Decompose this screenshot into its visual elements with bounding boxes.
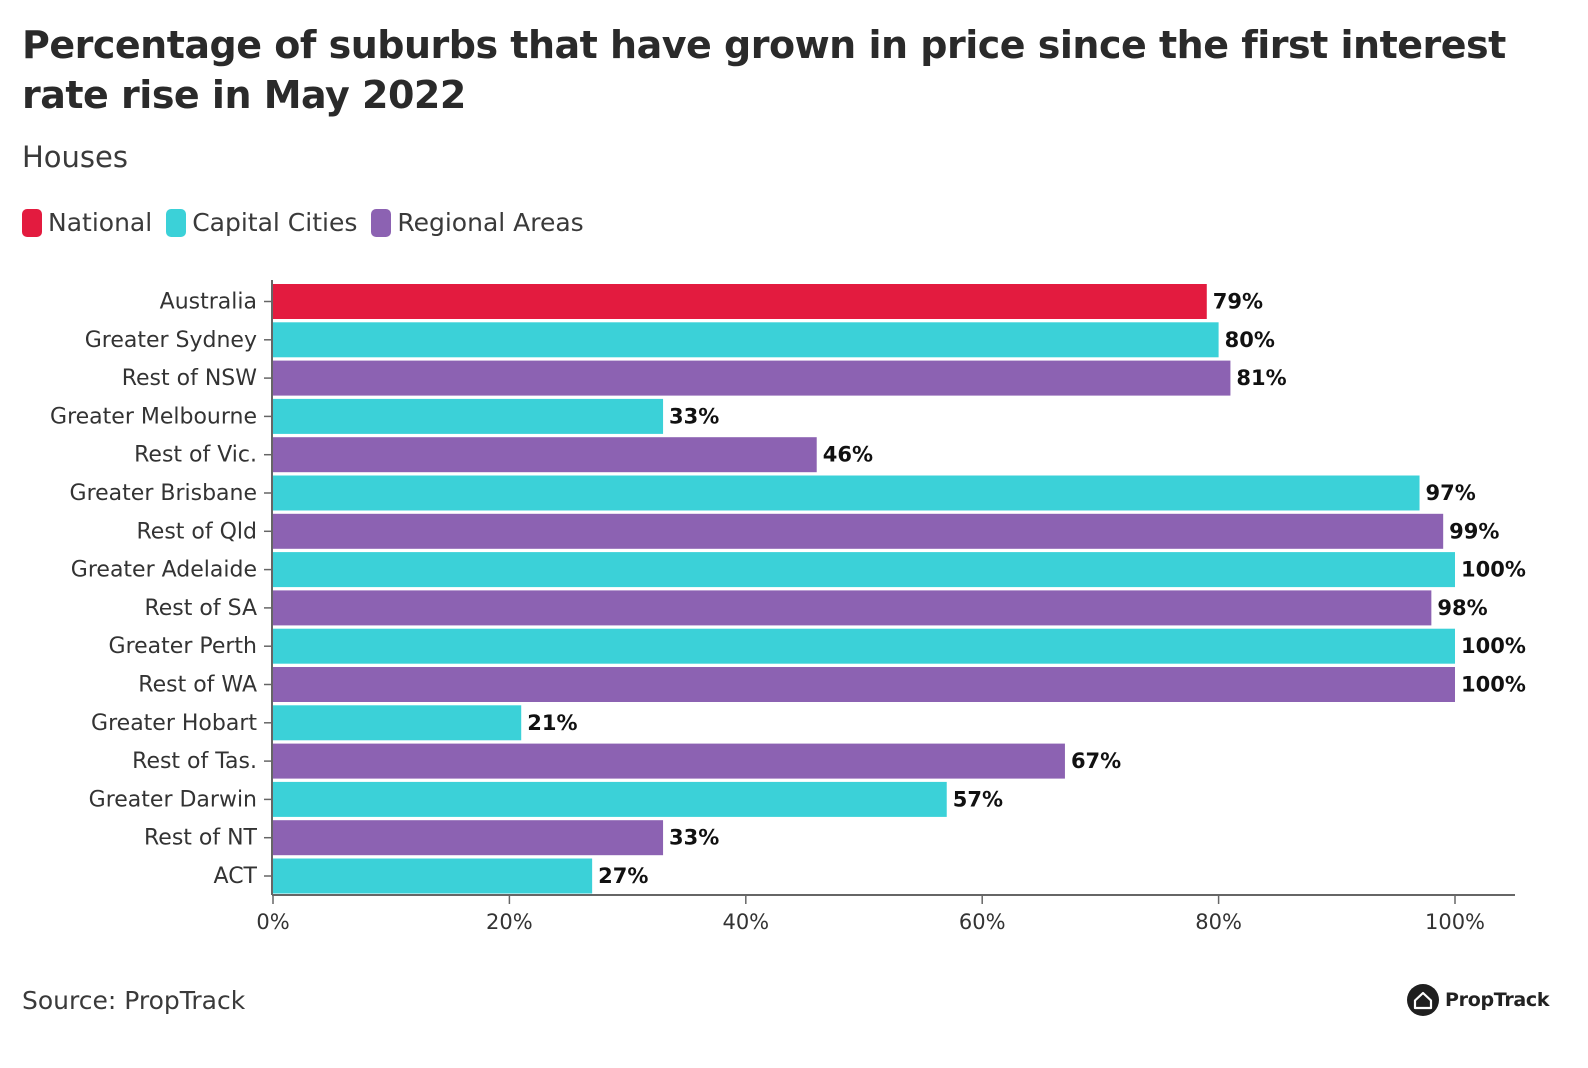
- value-label-greater-darwin: 57%: [953, 787, 1003, 811]
- legend-label-capital-cities: Capital Cities: [192, 208, 358, 237]
- legend-item-national: National: [22, 208, 152, 237]
- category-label-rest-of-nsw: Rest of NSW: [122, 366, 258, 391]
- value-label-greater-sydney: 80%: [1225, 328, 1275, 352]
- bar-greater-brisbane: [273, 475, 1420, 511]
- category-label-rest-of-qld: Rest of Qld: [136, 519, 257, 544]
- value-label-rest-of-sa: 98%: [1437, 596, 1487, 620]
- x-tick-label-100: 100%: [1425, 910, 1485, 934]
- category-label-rest-of-tas: Rest of Tas.: [132, 749, 257, 774]
- bar-rest-of-sa: [273, 590, 1432, 626]
- category-label-greater-perth: Greater Perth: [109, 634, 257, 659]
- legend-label-national: National: [48, 208, 153, 237]
- category-label-rest-of-nt: Rest of NT: [144, 826, 258, 851]
- legend-item-regional-areas: Regional Areas: [371, 208, 584, 237]
- category-label-rest-of-sa: Rest of SA: [144, 596, 257, 621]
- value-label-rest-of-tas: 67%: [1071, 749, 1121, 773]
- value-label-greater-hobart: 21%: [527, 711, 577, 735]
- legend-swatch-regional-areas: [371, 208, 392, 237]
- brand-name: PropTrack: [1445, 989, 1550, 1011]
- value-label-rest-of-vic: 46%: [823, 443, 873, 467]
- x-tick-label-0: 0%: [256, 910, 289, 934]
- bar-australia: [273, 284, 1207, 319]
- value-label-rest-of-wa: 100%: [1461, 673, 1526, 697]
- category-label-act: ACT: [214, 864, 258, 889]
- chart-title: Percentage of suburbs that have grown in…: [22, 23, 1506, 117]
- value-label-act: 27%: [598, 864, 648, 888]
- category-label-greater-sydney: Greater Sydney: [85, 328, 257, 353]
- bar-rest-of-nsw: [273, 360, 1231, 396]
- legend-item-capital-cities: Capital Cities: [166, 208, 357, 237]
- bar-rest-of-nt: [273, 820, 664, 856]
- value-label-greater-adelaide: 100%: [1461, 558, 1526, 582]
- source-note: Source: PropTrack: [22, 986, 246, 1015]
- bar-greater-melbourne: [273, 398, 664, 434]
- brand-logo: PropTrack: [1407, 984, 1550, 1016]
- category-label-greater-brisbane: Greater Brisbane: [70, 481, 257, 506]
- bar-greater-darwin: [273, 781, 947, 817]
- value-label-rest-of-nt: 33%: [669, 826, 719, 850]
- category-label-greater-adelaide: Greater Adelaide: [71, 558, 257, 583]
- bar-act: [273, 858, 593, 894]
- value-label-rest-of-qld: 99%: [1449, 519, 1499, 543]
- category-label-greater-melbourne: Greater Melbourne: [50, 404, 257, 429]
- x-tick-label-80: 80%: [1195, 910, 1242, 934]
- chart-subtitle: Houses: [22, 140, 128, 174]
- value-label-greater-brisbane: 97%: [1426, 481, 1476, 505]
- category-label-greater-darwin: Greater Darwin: [89, 787, 257, 812]
- x-tick-label-40: 40%: [722, 910, 769, 934]
- bar-greater-adelaide: [273, 552, 1455, 588]
- bar-rest-of-qld: [273, 513, 1444, 549]
- category-label-rest-of-vic: Rest of Vic.: [134, 443, 257, 468]
- value-label-rest-of-nsw: 81%: [1236, 366, 1286, 390]
- bar-greater-sydney: [273, 322, 1219, 358]
- category-label-greater-hobart: Greater Hobart: [91, 711, 257, 736]
- category-label-rest-of-wa: Rest of WA: [138, 673, 257, 698]
- bar-rest-of-vic: [273, 437, 817, 473]
- legend-label-regional-areas: Regional Areas: [397, 208, 584, 237]
- legend-swatch-national: [22, 208, 42, 237]
- value-label-greater-melbourne: 33%: [669, 404, 719, 428]
- value-label-australia: 79%: [1213, 290, 1263, 314]
- bar-rest-of-tas: [273, 743, 1065, 779]
- legend: National Capital Cities Regional Areas: [22, 208, 584, 237]
- x-tick-label-20: 20%: [486, 910, 533, 934]
- x-tick-label-60: 60%: [959, 910, 1006, 934]
- category-label-australia: Australia: [160, 290, 257, 315]
- value-label-greater-perth: 100%: [1461, 634, 1526, 658]
- bar-rest-of-wa: [273, 667, 1455, 702]
- bar-greater-perth: [273, 628, 1455, 664]
- house-icon: [1407, 984, 1439, 1016]
- bar-greater-hobart: [273, 705, 522, 741]
- legend-swatch-capital-cities: [166, 208, 187, 237]
